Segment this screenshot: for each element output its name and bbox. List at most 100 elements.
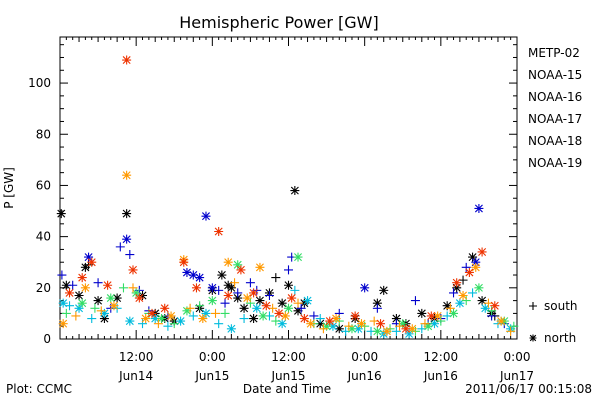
data-point-noaa-19-north [249,288,259,298]
data-point-noaa-17-north [182,306,192,316]
data-point-noaa-19-north [103,280,113,290]
legend-entry: METP-02 [528,46,580,60]
data-point-metp-02-north [233,293,243,303]
data-point-noaa-18-north [306,319,316,329]
data-point-noaa-17-south [271,316,281,326]
data-point-noaa-18-north [496,316,506,326]
data-point-noaa-15-south [220,298,230,308]
data-point-metp-02-north [61,280,71,290]
data-point-noaa-15-north [207,283,217,293]
data-point-noaa-18-north [109,301,119,311]
data-point-noaa-19-north [274,308,284,318]
legend-entry: NOAA-18 [528,134,582,148]
y-tick-label: 40 [36,230,51,244]
x-axis: 12:00 Jun14 0:00 Jun15 12:00 Jun15 0:00 Jun16 12… [59,37,534,383]
data-point-noaa-16-north [99,308,109,318]
plot-credit: Plot: CCMC [6,382,72,396]
x-tick-date: Jun15 [270,369,305,383]
data-point-noaa-17-north [284,303,293,313]
data-point-noaa-18-south [230,278,240,288]
data-point-noaa-18-north [58,319,68,329]
data-point-noaa-16-north [125,316,135,326]
data-point-noaa-18-north [280,311,290,321]
symbol-legend-marker-south [529,302,537,310]
data-point-noaa-15-north [471,257,481,267]
data-point-noaa-16-north [252,303,262,313]
y-tick-label: 20 [36,281,51,295]
x-tick-date: Jun16 [347,369,382,383]
data-point-noaa-15-south [296,303,306,313]
data-point-noaa-18-south [71,311,81,321]
data-point-noaa-19-north [65,288,75,298]
data-point-noaa-16-north [353,324,363,334]
data-point-noaa-17-north [293,252,303,262]
data-point-noaa-16-south [417,324,427,334]
data-point-noaa-18-south [506,326,516,336]
data-point-noaa-16-north [58,298,68,308]
data-point-metp-02-north [226,283,236,293]
data-point-noaa-16-north [328,321,338,331]
data-point-noaa-18-north [255,262,265,272]
y-axis-label: P [GW] [2,167,16,209]
data-point-noaa-18-south [128,283,138,293]
data-point-noaa-16-north [74,303,84,313]
x-tick-date: Jun14 [118,369,153,383]
data-point-noaa-15-south [284,265,293,275]
chart-title: Hemispheric Power [GW] [179,13,378,32]
data-point-noaa-17-north [157,314,167,324]
data-point-noaa-17-north [449,308,459,318]
x-tick-time: 12:00 [119,350,154,364]
data-point-noaa-16-north [480,303,490,313]
data-point-metp-02-north [315,319,325,329]
data-point-metp-02-south [458,275,468,285]
data-point-noaa-17-south [220,308,230,318]
data-point-noaa-19-north [299,314,309,324]
data-point-noaa-17-south [118,283,128,293]
data-point-metp-02-north [56,209,66,219]
plot-frame [59,36,518,340]
data-point-metp-02-north [217,270,227,280]
data-points [56,55,519,339]
data-point-noaa-16-south [188,311,198,321]
data-point-metp-02-north [468,252,478,262]
data-point-noaa-17-north [398,319,408,329]
data-point-noaa-19-north [134,293,144,303]
data-point-noaa-16-north [429,319,439,329]
data-point-noaa-16-south [138,319,148,329]
y-tick-label: 60 [36,178,51,192]
data-point-noaa-16-north [455,298,465,308]
data-point-noaa-16-south [468,288,478,298]
data-point-noaa-15-south [57,270,67,280]
data-point-noaa-15-south [461,262,471,272]
data-point-noaa-19-north [426,311,436,321]
data-point-noaa-16-south [163,321,173,331]
data-point-noaa-15-south [245,278,255,288]
data-point-noaa-15-south [68,280,78,290]
x-tick-date: Jun16 [423,369,458,383]
data-point-noaa-18-south [369,316,379,326]
data-point-noaa-16-south [442,311,452,321]
data-point-noaa-18-north [80,283,90,293]
data-point-noaa-17-north [233,260,243,270]
data-point-noaa-15-south [264,290,274,300]
y-axis: 0 20 40 60 80 100 [28,44,517,346]
data-point-noaa-16-south [315,314,325,324]
data-point-noaa-16-north [201,308,211,318]
data-point-metp-02-north [442,301,452,311]
legend: METP-02 NOAA-15 NOAA-16 NOAA-17 NOAA-18 NOAA-… [528,46,582,170]
data-point-noaa-18-south [268,303,278,313]
data-point-noaa-17-north [423,321,433,331]
data-point-noaa-17-north [131,288,141,298]
data-point-noaa-16-south [391,326,401,336]
data-point-noaa-17-south [509,321,519,331]
data-point-noaa-18-south [293,298,303,308]
data-point-noaa-19-north [477,247,487,257]
data-point-noaa-16-north [404,329,414,339]
data-point-noaa-15-south [449,288,459,298]
data-point-noaa-15-south [410,296,420,306]
data-point-noaa-18-south [344,321,354,331]
data-point-noaa-18-north [198,314,208,324]
data-point-noaa-15-south [309,311,319,321]
legend-entry: NOAA-16 [528,90,582,104]
